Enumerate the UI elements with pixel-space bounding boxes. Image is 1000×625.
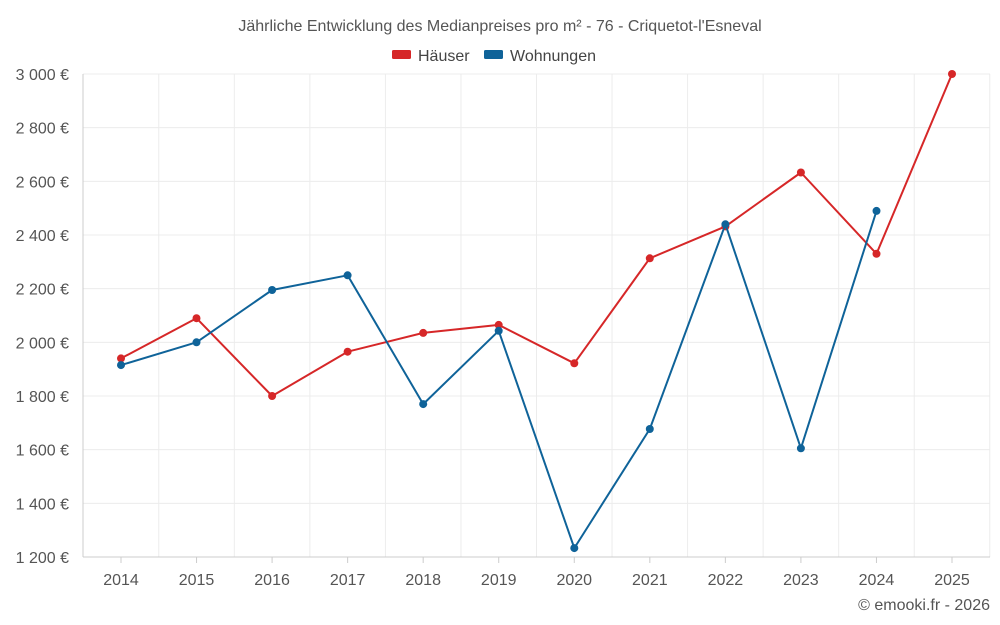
y-tick-label: 3 000 €: [16, 67, 69, 84]
data-point-wohnungen[interactable]: [419, 400, 428, 409]
legend-swatch-haeuser: [392, 50, 411, 59]
data-point-wohnungen[interactable]: [721, 220, 730, 229]
legend-label-haeuser: Häuser: [418, 48, 470, 65]
x-tick-label: 2025: [934, 572, 970, 589]
legend-item-haeuser[interactable]: Häuser: [392, 48, 470, 65]
x-tick-label: 2017: [330, 572, 366, 589]
x-tick-label: 2022: [708, 572, 744, 589]
data-point-haeuser[interactable]: [948, 70, 956, 78]
y-tick-label: 1 800 €: [16, 389, 69, 406]
x-tick-label: 2019: [481, 572, 517, 589]
y-tick-label: 1 400 €: [16, 496, 69, 513]
y-tick-label: 1 600 €: [16, 443, 69, 460]
legend-label-wohnungen: Wohnungen: [510, 48, 596, 65]
data-point-haeuser[interactable]: [570, 359, 579, 368]
y-tick-label: 2 600 €: [16, 174, 69, 191]
data-point-wohnungen[interactable]: [343, 271, 352, 280]
data-point-haeuser[interactable]: [494, 320, 503, 329]
series-wohnungen: [117, 206, 881, 553]
legend-swatch-wohnungen: [484, 50, 503, 59]
credit-text: © emooki.fr - 2026: [858, 597, 990, 614]
data-point-haeuser[interactable]: [268, 392, 277, 400]
y-tick-label: 2 200 €: [16, 282, 69, 299]
x-tick-label: 2024: [859, 572, 895, 589]
data-point-wohnungen[interactable]: [796, 444, 805, 453]
x-tick-label: 2015: [179, 572, 215, 589]
data-point-wohnungen[interactable]: [570, 544, 579, 553]
x-tick-label: 2016: [254, 572, 290, 589]
y-tick-label: 2 800 €: [16, 121, 69, 138]
x-tick-label: 2014: [103, 572, 139, 589]
series-line-haeuser: [120, 73, 953, 397]
y-tick-label: 2 000 €: [16, 335, 69, 352]
y-tick-label: 1 200 €: [16, 550, 69, 567]
legend-item-wohnungen[interactable]: Wohnungen: [484, 48, 596, 65]
x-tick-label: 2018: [405, 572, 441, 589]
data-point-haeuser[interactable]: [192, 314, 201, 323]
data-point-haeuser[interactable]: [117, 354, 125, 363]
legend: Häuser Wohnungen: [392, 48, 596, 65]
data-point-wohnungen[interactable]: [192, 338, 201, 347]
data-point-wohnungen[interactable]: [645, 425, 654, 433]
data-point-wohnungen[interactable]: [494, 326, 503, 335]
x-tick-label: 2020: [556, 572, 592, 589]
data-point-haeuser[interactable]: [872, 249, 881, 258]
data-point-haeuser[interactable]: [419, 328, 428, 337]
y-tick-label: 2 400 €: [16, 228, 69, 245]
data-point-wohnungen[interactable]: [117, 361, 125, 370]
series: [117, 70, 956, 553]
axes: 1 200 € 1 400 € 1 600 € 1 800 € 2 000 € 2 200…: [16, 67, 990, 589]
data-point-haeuser[interactable]: [343, 347, 352, 356]
data-point-haeuser[interactable]: [645, 254, 654, 263]
x-tick-label: 2021: [632, 572, 668, 589]
data-point-wohnungen[interactable]: [268, 286, 277, 294]
data-point-wohnungen[interactable]: [872, 206, 881, 215]
data-point-haeuser[interactable]: [796, 168, 805, 177]
grid: [83, 73, 991, 557]
chart-title: Jährliche Entwicklung des Medianpreises …: [238, 18, 761, 35]
x-tick-label: 2023: [783, 572, 819, 589]
